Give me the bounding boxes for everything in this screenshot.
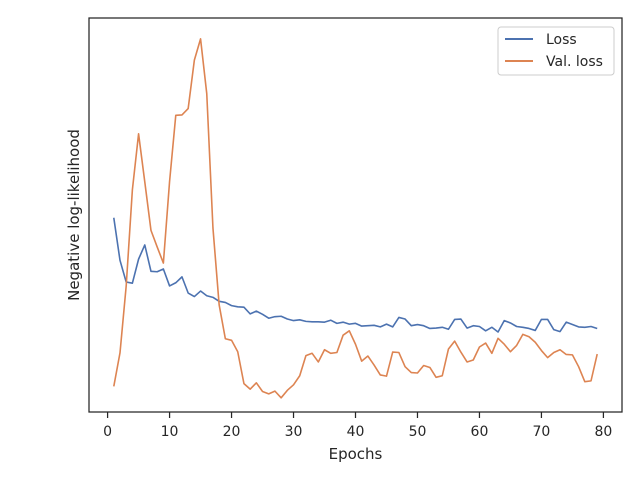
series-line-val-loss xyxy=(113,38,598,399)
legend-label-val-loss: Val. loss xyxy=(546,54,603,70)
x-tick-label: 10 xyxy=(161,424,179,440)
series-line-loss xyxy=(112,217,598,333)
axes-frame xyxy=(88,17,623,413)
y-axis-label: Negative log-likelihood xyxy=(65,129,83,301)
x-tick-label: 20 xyxy=(223,424,241,440)
legend: Loss Val. loss xyxy=(497,26,615,76)
x-tick-label: 30 xyxy=(285,424,303,440)
x-axis-ticks: 0 10 20 30 40 50 60 70 80 xyxy=(103,412,612,440)
x-axis-label: Epochs xyxy=(329,445,383,463)
legend-label-loss: Loss xyxy=(546,32,577,48)
x-tick-label: 40 xyxy=(347,424,365,440)
x-tick-label: 60 xyxy=(471,424,489,440)
series-layer xyxy=(112,38,598,399)
x-tick-label: 70 xyxy=(533,424,551,440)
x-tick-label: 50 xyxy=(409,424,427,440)
x-tick-label: 0 xyxy=(103,424,112,440)
x-tick-label: 80 xyxy=(594,424,612,440)
